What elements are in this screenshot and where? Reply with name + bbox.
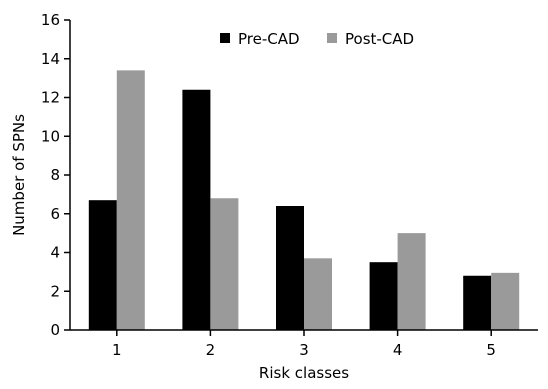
y-tick-label: 14: [41, 50, 60, 68]
y-tick-label: 8: [50, 166, 60, 184]
bar-pre-cad-class-5: [463, 275, 492, 330]
y-tick-label: 4: [50, 244, 60, 262]
legend-label-pre-cad: Pre-CAD: [238, 30, 300, 48]
y-tick-label: 10: [41, 127, 60, 145]
x-tick-label: 4: [393, 341, 403, 359]
bar-pre-cad-class-2: [182, 89, 211, 330]
bar-post-cad-class-4: [397, 233, 426, 330]
y-tick-label: 12: [41, 89, 60, 107]
bars-layer: [88, 70, 520, 330]
y-tick-label: 16: [41, 11, 60, 29]
bar-pre-cad-class-4: [369, 262, 398, 330]
bar-post-cad-class-5: [491, 272, 520, 330]
bar-pre-cad-class-1: [88, 200, 117, 330]
x-tick-label: 3: [299, 341, 309, 359]
x-axis-title: Risk classes: [259, 364, 349, 382]
bar-post-cad-class-3: [304, 258, 332, 330]
legend-swatch-pre-cad: [220, 33, 230, 43]
bar-pre-cad-class-3: [276, 206, 304, 330]
y-tick-label: 2: [50, 282, 60, 300]
y-tick-label: 6: [50, 205, 60, 223]
legend: Pre-CAD Post-CAD: [220, 30, 414, 48]
bar-post-cad-class-1: [116, 70, 145, 330]
y-axis-title: Number of SPNs: [10, 114, 28, 236]
x-tick-label: 2: [206, 341, 216, 359]
x-tick-label: 1: [112, 341, 122, 359]
legend-label-post-cad: Post-CAD: [345, 30, 414, 48]
legend-swatch-post-cad: [327, 33, 337, 43]
x-tick-label: 5: [486, 341, 496, 359]
bar-post-cad-class-2: [210, 198, 239, 330]
y-tick-label: 0: [50, 321, 60, 339]
